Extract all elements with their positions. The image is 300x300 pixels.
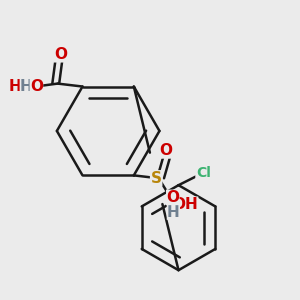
Text: O: O: [166, 190, 179, 205]
Text: O: O: [160, 143, 172, 158]
Text: O: O: [54, 47, 67, 62]
Text: HO: HO: [8, 79, 34, 94]
Text: O: O: [30, 79, 43, 94]
Text: Cl: Cl: [196, 167, 211, 180]
Text: OH: OH: [172, 197, 198, 212]
Text: H: H: [167, 205, 180, 220]
Text: S: S: [151, 171, 162, 186]
Text: H: H: [20, 79, 33, 94]
